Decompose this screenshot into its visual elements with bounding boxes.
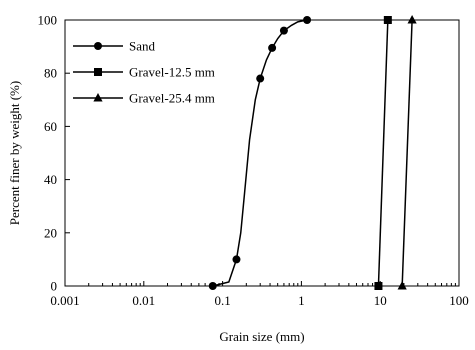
legend-marker-gravel-25-4-mm <box>93 93 103 102</box>
y-tick-label: 60 <box>44 119 57 134</box>
x-axis-label: Grain size (mm) <box>219 329 304 344</box>
x-tick-label: 100 <box>449 293 469 308</box>
y-axis-ticks: 0 20 40 60 80 100 <box>38 13 70 294</box>
data-point-gravel-12-5-mm <box>383 16 392 24</box>
legend-label-gravel-12-5-mm: Gravel-12.5 mm <box>129 65 215 80</box>
series-gravel-12-5-mm <box>374 16 392 290</box>
series-gravel-25-4-mm <box>397 15 417 290</box>
x-tick-label: 0.01 <box>132 293 155 308</box>
data-point-sand <box>232 255 241 264</box>
legend: Sand Gravel-12.5 mm Gravel-25.4 mm <box>73 39 215 106</box>
legend-marker-gravel-12-5-mm <box>94 68 102 76</box>
data-point-sand <box>256 74 265 83</box>
legend-label-sand: Sand <box>129 39 156 54</box>
series-line-gravel-12-5-mm <box>377 19 389 287</box>
data-point-gravel-25-4-mm <box>397 281 407 290</box>
y-tick-label: 100 <box>38 13 58 28</box>
series-layer <box>208 15 417 290</box>
series-sand <box>208 16 312 290</box>
y-tick-label: 80 <box>44 66 57 81</box>
series-line-sand <box>212 19 308 287</box>
plot-area-border <box>64 19 460 287</box>
data-point-sand <box>268 43 277 52</box>
x-tick-label: 0.1 <box>214 293 230 308</box>
data-point-sand <box>208 282 217 290</box>
legend-label-gravel-25-4-mm: Gravel-25.4 mm <box>129 91 215 106</box>
plot-frame <box>64 19 460 287</box>
y-tick-label: 40 <box>44 172 57 187</box>
x-tick-label: 0.001 <box>50 293 79 308</box>
x-tick-label: 10 <box>374 293 387 308</box>
data-point-gravel-12-5-mm <box>374 282 383 290</box>
y-axis-label: Percent finer by weight (%) <box>7 81 22 225</box>
legend-marker-sand <box>94 42 102 50</box>
x-tick-label: 1 <box>298 293 305 308</box>
series-line-gravel-25-4-mm <box>401 19 413 287</box>
data-point-gravel-25-4-mm <box>407 15 417 24</box>
data-point-sand <box>303 16 312 24</box>
y-tick-label: 0 <box>51 279 58 294</box>
x-axis-ticks: 0.001 0.01 0.1 1 10 100 <box>50 281 469 308</box>
data-point-sand <box>279 26 288 35</box>
y-tick-label: 20 <box>44 225 57 240</box>
